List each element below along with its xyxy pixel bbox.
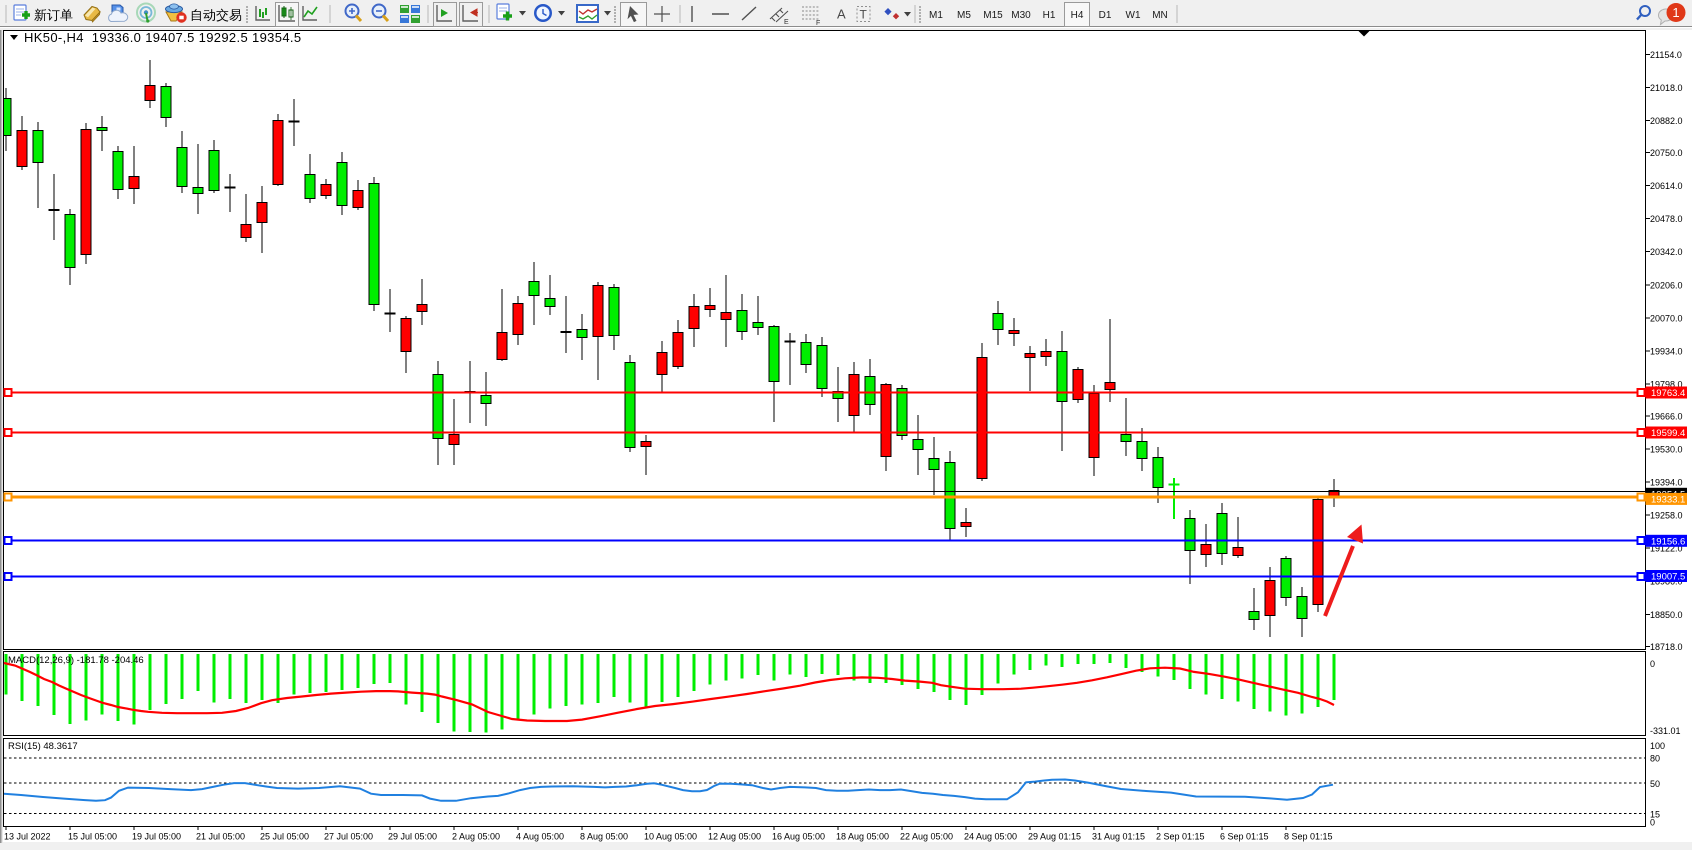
svg-text:19394.0: 19394.0 [1650,478,1683,488]
svg-text:2 Sep 01:15: 2 Sep 01:15 [1156,832,1205,842]
svg-text:M15: M15 [983,10,1003,21]
svg-text:19666.0: 19666.0 [1650,412,1683,422]
svg-text:A: A [837,7,846,22]
svg-text:19763.4: 19763.4 [1651,388,1685,399]
svg-text:20342.0: 20342.0 [1650,247,1683,257]
svg-text:18 Aug 05:00: 18 Aug 05:00 [836,832,889,842]
svg-text:20070.0: 20070.0 [1650,313,1683,323]
svg-text:19530.0: 19530.0 [1650,445,1683,455]
svg-text:RSI(15) 48.3617: RSI(15) 48.3617 [8,741,78,752]
svg-text:1: 1 [1672,5,1679,20]
svg-text:21 Jul 05:00: 21 Jul 05:00 [196,832,245,842]
svg-text:0: 0 [1650,818,1655,828]
svg-text:M30: M30 [1011,10,1031,21]
svg-text:H4: H4 [1071,10,1084,21]
svg-text:16 Aug 05:00: 16 Aug 05:00 [772,832,825,842]
svg-text:19934.0: 19934.0 [1650,346,1683,356]
svg-text:13 Jul 2022: 13 Jul 2022 [4,832,51,842]
svg-text:T: T [860,8,868,22]
svg-text:19007.5: 19007.5 [1651,572,1685,583]
svg-text:19798.0: 19798.0 [1650,379,1683,389]
svg-text:100: 100 [1650,741,1665,751]
svg-text:31 Aug 01:15: 31 Aug 01:15 [1092,832,1145,842]
svg-text:H1: H1 [1043,10,1056,21]
svg-text:19333.1: 19333.1 [1651,494,1685,505]
svg-text:19258.0: 19258.0 [1650,511,1683,521]
svg-text:MN: MN [1152,10,1168,21]
svg-text:4 Aug 05:00: 4 Aug 05:00 [516,832,564,842]
svg-text:19156.6: 19156.6 [1651,536,1685,547]
svg-text:8 Sep 01:15: 8 Sep 01:15 [1284,832,1333,842]
svg-text:20206.0: 20206.0 [1650,280,1683,290]
svg-text:MACD(12,26,9) -181.78 -204.46: MACD(12,26,9) -181.78 -204.46 [8,655,144,666]
svg-text:20614.0: 20614.0 [1650,181,1683,191]
svg-text:27 Jul 05:00: 27 Jul 05:00 [324,832,373,842]
svg-text:80: 80 [1650,754,1660,764]
svg-text:18718.0: 18718.0 [1650,642,1683,652]
svg-text:24 Aug 05:00: 24 Aug 05:00 [964,832,1017,842]
svg-text:8 Aug 05:00: 8 Aug 05:00 [580,832,628,842]
svg-text:E: E [784,19,789,26]
svg-text:-331.01: -331.01 [1650,726,1681,736]
svg-text:19 Jul 05:00: 19 Jul 05:00 [132,832,181,842]
svg-text:10 Aug 05:00: 10 Aug 05:00 [644,832,697,842]
svg-text:HK50-,H4 19336.0 19407.5 1929: HK50-,H4 19336.0 19407.5 19292.5 19354.5 [24,30,301,45]
svg-text:19599.4: 19599.4 [1651,428,1685,439]
svg-text:29 Jul 05:00: 29 Jul 05:00 [388,832,437,842]
svg-text:W1: W1 [1126,10,1141,21]
svg-text:20882.0: 20882.0 [1650,116,1683,126]
svg-text:D1: D1 [1099,10,1112,21]
svg-text:25 Jul 05:00: 25 Jul 05:00 [260,832,309,842]
svg-text:21018.0: 21018.0 [1650,83,1683,93]
svg-text:19122.0: 19122.0 [1650,544,1683,554]
svg-text:12 Aug 05:00: 12 Aug 05:00 [708,832,761,842]
svg-text:21154.0: 21154.0 [1650,50,1682,60]
svg-text:M5: M5 [957,10,971,21]
svg-text:2 Aug 05:00: 2 Aug 05:00 [452,832,500,842]
svg-text:20478.0: 20478.0 [1650,214,1683,224]
svg-text:15: 15 [1650,810,1660,820]
svg-text:0: 0 [1650,659,1655,669]
svg-text:M1: M1 [929,10,943,21]
svg-text:20750.0: 20750.0 [1650,148,1683,158]
svg-text:18850.0: 18850.0 [1650,610,1683,620]
svg-text:50: 50 [1650,779,1660,789]
svg-text:22 Aug 05:00: 22 Aug 05:00 [900,832,953,842]
svg-text:F: F [816,20,820,27]
svg-text:29 Aug 01:15: 29 Aug 01:15 [1028,832,1081,842]
svg-text:15 Jul 05:00: 15 Jul 05:00 [68,832,117,842]
svg-text:6 Sep 01:15: 6 Sep 01:15 [1220,832,1269,842]
